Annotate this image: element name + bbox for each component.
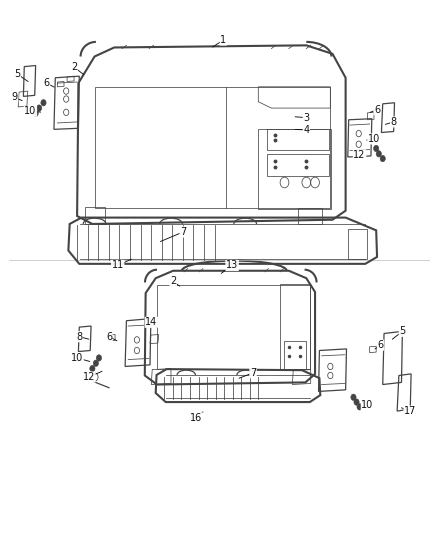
Text: 8: 8 bbox=[76, 332, 82, 342]
Circle shape bbox=[374, 146, 379, 152]
Text: 6: 6 bbox=[43, 78, 49, 88]
Circle shape bbox=[376, 151, 381, 157]
Text: 13: 13 bbox=[226, 261, 238, 270]
Text: 10: 10 bbox=[368, 134, 380, 144]
Circle shape bbox=[90, 366, 95, 372]
Text: 6: 6 bbox=[378, 340, 384, 350]
Circle shape bbox=[93, 360, 99, 367]
Text: 17: 17 bbox=[404, 406, 417, 416]
Circle shape bbox=[33, 110, 38, 117]
Text: 3: 3 bbox=[303, 112, 309, 123]
Circle shape bbox=[41, 100, 46, 106]
Text: 10: 10 bbox=[71, 353, 83, 363]
Text: 6: 6 bbox=[106, 332, 112, 342]
Text: 4: 4 bbox=[303, 125, 309, 135]
Text: 12: 12 bbox=[353, 150, 366, 160]
Text: 7: 7 bbox=[250, 368, 256, 378]
Circle shape bbox=[354, 399, 359, 405]
Circle shape bbox=[357, 403, 362, 410]
Text: 6: 6 bbox=[374, 104, 380, 115]
Text: 5: 5 bbox=[399, 326, 406, 336]
Text: 5: 5 bbox=[14, 69, 21, 79]
Text: 2: 2 bbox=[170, 277, 176, 286]
Text: 9: 9 bbox=[11, 92, 18, 102]
Text: 7: 7 bbox=[180, 227, 186, 237]
Text: 2: 2 bbox=[71, 62, 77, 72]
Text: 1: 1 bbox=[220, 35, 226, 45]
Circle shape bbox=[36, 105, 42, 111]
Circle shape bbox=[380, 156, 385, 162]
Text: 12: 12 bbox=[83, 372, 95, 382]
Text: 14: 14 bbox=[145, 317, 157, 327]
Circle shape bbox=[96, 355, 102, 361]
Text: 11: 11 bbox=[112, 261, 124, 270]
Text: 8: 8 bbox=[391, 117, 397, 127]
Text: 10: 10 bbox=[24, 106, 36, 116]
Circle shape bbox=[351, 394, 356, 400]
Text: 16: 16 bbox=[190, 413, 202, 423]
Text: 10: 10 bbox=[361, 400, 374, 410]
